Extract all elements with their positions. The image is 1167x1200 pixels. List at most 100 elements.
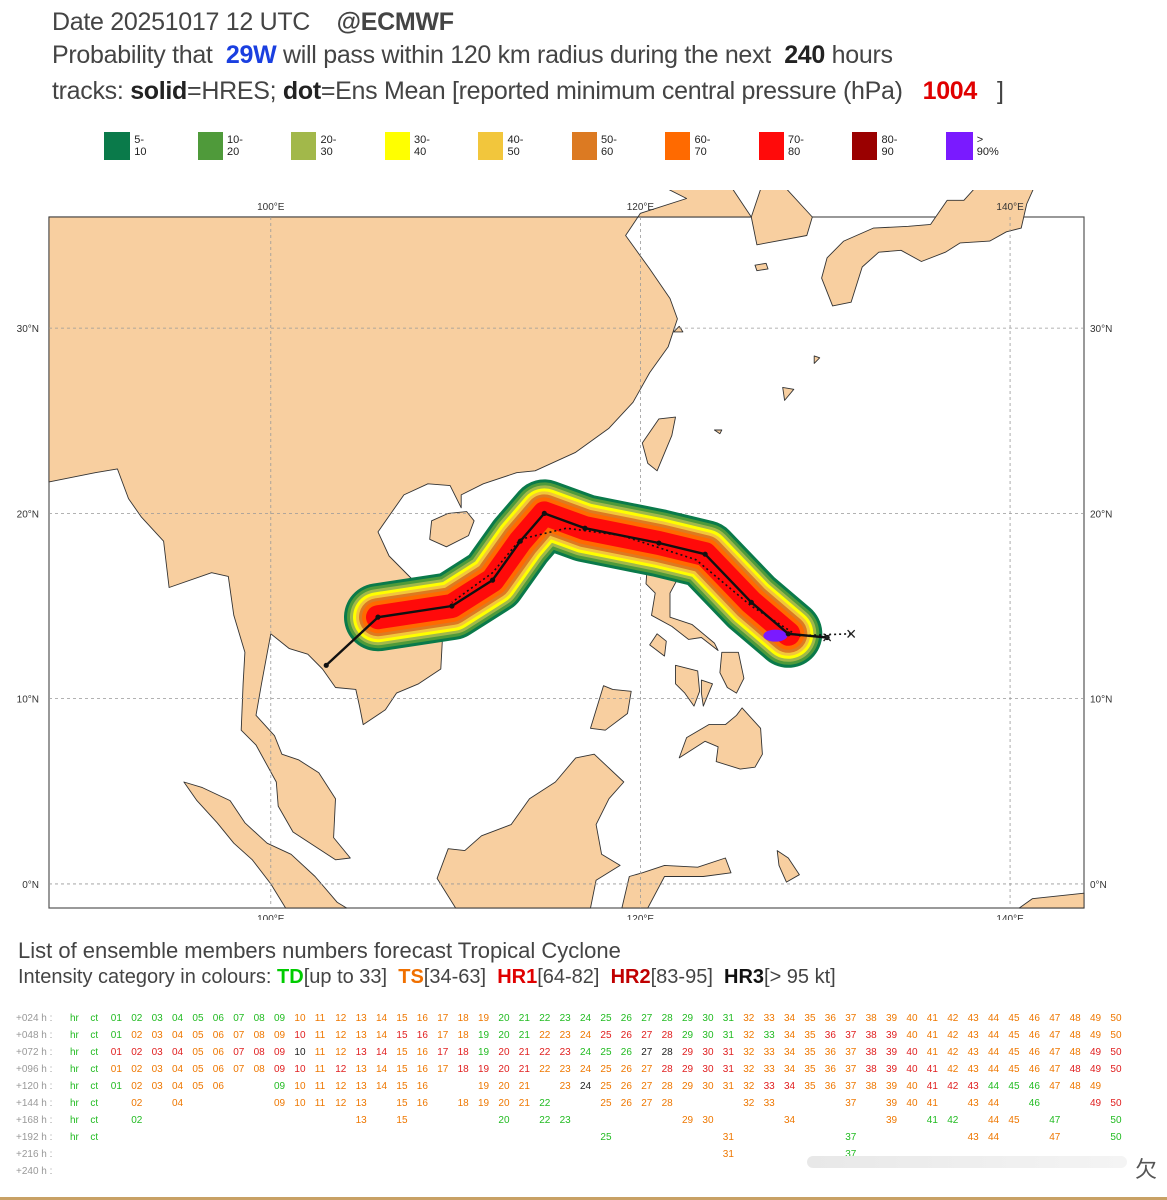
ensemble-cell: 08 [253,1030,265,1041]
ensemble-cell: 15 [396,1098,408,1109]
ensemble-cell: 33 [763,1064,775,1075]
ensemble-cell: 22 [539,1064,551,1075]
tracks-layer: × × [323,510,856,668]
ensemble-cell: 41 [926,1081,938,1092]
ensemble-cell: 23 [559,1115,571,1126]
landmass [621,857,732,909]
ensemble-cell: 18 [457,1013,469,1024]
ensemble-cell: 16 [416,1030,428,1041]
legend-label: 70-80 [787,134,804,158]
ensemble-cell: ct [90,1081,99,1092]
ensemble-cell: 22 [539,1098,551,1109]
ensemble-cell: 49 [1090,1081,1102,1092]
ensemble-cell: 28 [661,1098,673,1109]
ensemble-row: +120 h : hr ct 01 02 03 04 05 06 09 10 11 12 13 14 15 16… [16,1079,1156,1096]
ensemble-cell: 31 [722,1030,734,1041]
ensemble-cell: 33 [763,1081,775,1092]
ensemble-cell: 40 [906,1047,918,1058]
legend-item: 30-40 [384,132,437,160]
ensemble-cell: 40 [906,1013,918,1024]
ensemble-cell: 46 [1028,1047,1040,1058]
ensemble-cell: 47 [1049,1081,1061,1092]
ensemble-cell: 48 [1069,1081,1081,1092]
ensemble-cell: 19 [478,1013,490,1024]
ensemble-cell: 18 [457,1098,469,1109]
ensemble-cell: 43 [967,1132,979,1143]
ensemble-cell: 50 [1110,1132,1122,1143]
landmass [776,850,800,883]
legend-item: 5-10 [104,132,152,160]
ensemble-cell: ct [90,1047,99,1058]
ensemble-cell: 33 [763,1030,775,1041]
ensemble-cell: 20 [498,1098,510,1109]
ensemble-cell: 38 [865,1030,877,1041]
cat-hr3-range: [> 95 kt] [764,966,836,988]
legend-label: 30-40 [413,134,430,158]
horizontal-scrollbar[interactable] [807,1156,1127,1168]
ensemble-cell: 37 [845,1149,857,1160]
ensemble-cell: 04 [172,1098,184,1109]
ensemble-cell: 39 [886,1030,898,1041]
ensemble-cell: 03 [151,1030,163,1041]
ensemble-cell: 02 [131,1030,143,1041]
landmass [183,781,348,909]
cat-ts: TS [398,966,424,988]
ensemble-cell: 31 [722,1149,734,1160]
ensemble-cell: 40 [906,1098,918,1109]
ensemble-cell: 26 [620,1098,632,1109]
ensemble-cell: 01 [110,1030,122,1041]
ensemble-cell: 10 [294,1098,306,1109]
legend-label: 5-10 [134,134,147,158]
tracks-close: ] [996,77,1004,105]
ensemble-cell: 23 [559,1030,571,1041]
ensemble-cell: 34 [784,1115,796,1126]
ensemble-cell: 02 [131,1064,143,1075]
ensemble-cell: 29 [682,1030,694,1041]
ensemble-cell: 14 [376,1064,388,1075]
ensemble-cell: 45 [1008,1047,1020,1058]
ensemble-cell: 32 [743,1081,755,1092]
ensemble-cell: 49 [1090,1013,1102,1024]
ensemble-cell: 14 [376,1013,388,1024]
landmass [429,511,475,548]
ensemble-cell: 49 [1090,1047,1102,1058]
hres-point [824,634,830,641]
ensemble-cell: 21 [518,1030,530,1041]
ensemble-cell: 18 [457,1030,469,1041]
ensemble-cell: 45 [1008,1013,1020,1024]
source-text: @ECMWF [336,8,454,36]
ensemble-cell: 50 [1110,1030,1122,1041]
ensemble-cell: 25 [600,1013,612,1024]
ensemble-cell: 27 [641,1098,653,1109]
ensemble-cell: 49 [1090,1030,1102,1041]
ensemble-cell: 38 [865,1064,877,1075]
pressure-value: 1004 [922,77,978,105]
hres-point [702,551,708,557]
ensemble-cell: 25 [600,1132,612,1143]
ensemble-cell: 23 [559,1013,571,1024]
ensemble-cell: 12 [335,1064,347,1075]
lat-label-left: 10°N [17,695,39,706]
ensemble-cell: 13 [355,1047,367,1058]
lon-label-bottom: 100°E [257,914,285,920]
ensemble-cell: hr [70,1064,79,1075]
ensemble-cell: 47 [1049,1047,1061,1058]
ensemble-cell: 10 [294,1047,306,1058]
ensemble-cell: 05 [192,1081,204,1092]
landmass [48,190,813,861]
lat-label-right: 20°N [1090,509,1112,520]
ensemble-cell: 38 [865,1081,877,1092]
ensemble-cell: 19 [478,1064,490,1075]
ensemble-cell: 16 [416,1098,428,1109]
ensemble-cell: 26 [620,1030,632,1041]
ensemble-cell: 13 [355,1013,367,1024]
ensemble-cell: 09 [274,1030,286,1041]
legend-swatch [852,132,878,160]
ensemble-cell: 04 [172,1081,184,1092]
ensemble-row: +216 h : 31 37 [16,1147,1156,1164]
legend-label: 50-60 [600,134,617,158]
lat-label-left: 20°N [17,509,39,520]
lat-label-right: 30°N [1090,324,1112,335]
ensemble-cell: 45 [1008,1064,1020,1075]
ensemble-cell: 16 [416,1064,428,1075]
